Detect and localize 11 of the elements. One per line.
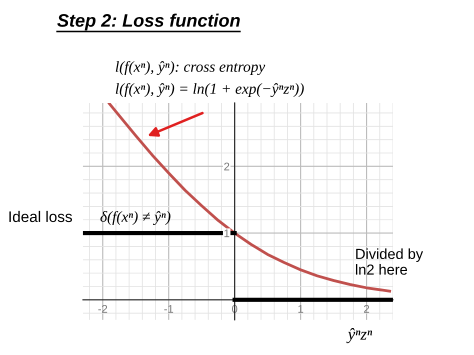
x-tick-label: -2 bbox=[98, 304, 108, 313]
annotation: Divided by ln2 here bbox=[356, 248, 424, 275]
x-tick-label: -1 bbox=[164, 305, 174, 313]
x-tick-label: 2 bbox=[364, 304, 370, 313]
text: l(f(xⁿ), ŷⁿ): cross entropy bbox=[116, 60, 266, 76]
annotation: δ(f(xⁿ) ≠ ŷⁿ) bbox=[100, 210, 170, 226]
x-axis-title: ŷⁿzⁿ bbox=[346, 328, 372, 344]
text: Ideal loss bbox=[9, 210, 72, 222]
chart-title: Step 2: Loss function bbox=[57, 14, 240, 30]
text: l(f(xⁿ), ŷⁿ) = ln(1 + exp(−ŷⁿzⁿ)) bbox=[116, 82, 304, 98]
x-tick-label: 1 bbox=[298, 305, 304, 313]
